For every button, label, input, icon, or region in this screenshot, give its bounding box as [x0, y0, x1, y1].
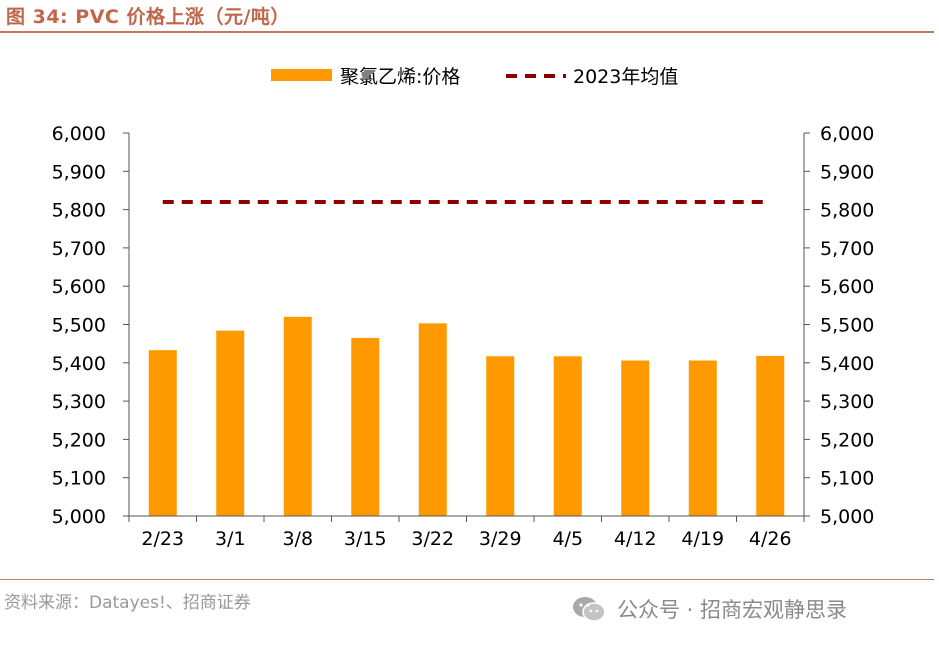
bar-2/23: [148, 350, 177, 516]
x-tick-label: 3/8: [282, 528, 313, 550]
bar-3/8: [283, 316, 312, 516]
y-tick-label-left: 5,400: [52, 353, 106, 375]
y-tick-label-right: 5,000: [820, 506, 874, 528]
x-tick-label: 4/5: [552, 528, 583, 550]
watermark-text: 公众号 · 招商宏观静思录: [617, 598, 848, 622]
y-tick-label-right: 6,000: [820, 123, 874, 145]
bar-3/22: [418, 323, 447, 516]
y-tick-label-right: 5,800: [820, 200, 874, 222]
legend-label-price: 聚氯乙烯:价格: [340, 66, 460, 88]
y-tick-label-right: 5,900: [820, 161, 874, 183]
legend: 聚氯乙烯:价格 2023年均值: [271, 66, 678, 88]
bar-3/15: [351, 337, 380, 516]
bar-series: [148, 316, 785, 516]
y-tick-label-right: 5,400: [820, 353, 874, 375]
y-tick-label-left: 5,700: [52, 238, 106, 260]
y-tick-label-left: 5,500: [52, 315, 106, 337]
bar-3/29: [486, 356, 515, 516]
x-axis: 2/23 3/1 3/8 3/15 3/22 3/29 4/5 4/12 4/19 4/26: [128, 515, 805, 550]
x-tick-label: 4/19: [681, 528, 724, 550]
y-tick-label-right: 5,200: [820, 429, 874, 451]
y-tick-label-left: 5,600: [52, 276, 106, 298]
legend-label-average: 2023年均值: [573, 66, 678, 88]
x-tick-label: 4/26: [749, 528, 792, 550]
x-tick-label: 2/23: [141, 528, 184, 550]
x-tick-label: 3/1: [215, 528, 246, 550]
y-tick-label-left: 5,900: [52, 161, 106, 183]
y-axis-left: 5,000 5,100 5,200 5,300 5,400 5,500 5,600 5,700…: [52, 123, 130, 528]
y-tick-label-left: 5,200: [52, 429, 106, 451]
x-tick-label: 3/29: [479, 528, 522, 550]
footer-divider: [0, 579, 934, 580]
y-tick-label-right: 5,300: [820, 391, 874, 413]
bar-3/1: [216, 330, 245, 516]
x-tick-label: 4/12: [614, 528, 657, 550]
bar-4/26: [756, 355, 785, 516]
y-tick-label-left: 5,100: [52, 468, 106, 490]
legend-swatch-bar: [271, 69, 332, 81]
watermark: 公众号 · 招商宏观静思录: [571, 594, 847, 624]
y-tick-label-left: 6,000: [52, 123, 106, 145]
y-tick-label-right: 5,600: [820, 276, 874, 298]
figure-title: 图 34: PVC 价格上涨（元/吨）: [6, 6, 290, 28]
y-tick-label-right: 5,500: [820, 315, 874, 337]
x-tick-label: 3/15: [344, 528, 387, 550]
chart-area: 聚氯乙烯:价格 2023年均值 5,000 5,100 5,200 5,300 5,40…: [52, 66, 875, 550]
wechat-icon: [573, 597, 606, 622]
y-tick-label-right: 5,100: [820, 468, 874, 490]
title-divider: [0, 31, 934, 33]
x-tick-label: 3/22: [411, 528, 454, 550]
y-axis-right: 5,000 5,100 5,200 5,300 5,400 5,500 5,600 5,700…: [803, 123, 874, 528]
y-tick-label-left: 5,000: [52, 506, 106, 528]
source-note: 资料来源：Datayes!、招商证券: [4, 593, 251, 613]
y-tick-label-right: 5,700: [820, 238, 874, 260]
bar-4/5: [553, 356, 582, 516]
y-tick-label-left: 5,300: [52, 391, 106, 413]
bar-4/12: [621, 360, 650, 516]
y-tick-label-left: 5,800: [52, 200, 106, 222]
bar-4/19: [688, 360, 717, 516]
